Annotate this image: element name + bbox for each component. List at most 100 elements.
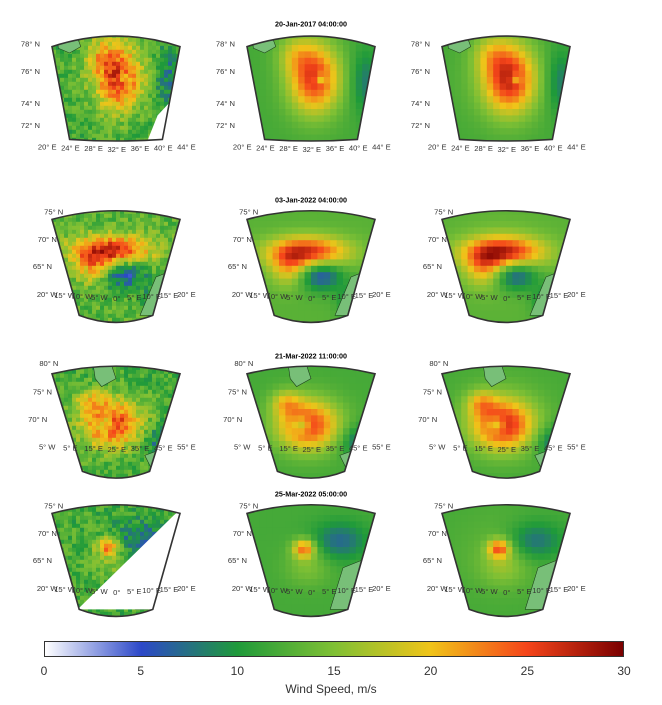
longitude-label: 20° E: [38, 142, 57, 151]
wind-cell: [116, 45, 121, 51]
wind-cell: [116, 137, 121, 141]
wind-cell: [168, 241, 173, 247]
wind-cell: [112, 77, 117, 83]
wind-cell: [96, 433, 101, 439]
wind-cell: [116, 273, 121, 279]
wind-cell: [88, 366, 93, 371]
wind-cell: [164, 366, 169, 371]
wind-cell: [152, 405, 157, 411]
wind-cell: [80, 293, 85, 299]
wind-cell: [72, 317, 77, 323]
wind-cell: [84, 97, 89, 103]
wind-cell: [298, 259, 306, 267]
wind-cell: [84, 241, 89, 247]
wind-cell: [140, 429, 145, 435]
wind-cell: [68, 229, 73, 235]
wind-cell: [474, 26, 481, 33]
wind-cell: [298, 102, 306, 110]
wind-cell: [160, 81, 165, 87]
wind-cell: [56, 113, 61, 119]
wind-cell: [480, 202, 487, 209]
wind-cell: [563, 121, 570, 129]
wind-cell: [116, 57, 121, 63]
wind-cell: [92, 301, 97, 307]
wind-cell: [525, 83, 533, 91]
wind-cell: [467, 246, 475, 254]
wind-cell: [64, 245, 69, 251]
wind-cell: [132, 366, 137, 367]
wind-cell: [124, 30, 128, 34]
wind-cell: [52, 305, 57, 311]
wind-cell: [311, 297, 318, 305]
wind-cell: [152, 81, 157, 87]
wind-cell: [60, 313, 65, 319]
wind-cell: [156, 461, 161, 467]
wind-cell: [148, 229, 153, 235]
wind-cell: [64, 241, 69, 247]
wind-cell: [368, 272, 375, 280]
wind-cell: [148, 202, 152, 206]
wind-cell: [148, 257, 153, 263]
wind-cell: [506, 45, 513, 52]
wind-cell: [493, 297, 501, 305]
wind-cell: [285, 70, 293, 78]
latitude-label: 76° N: [216, 67, 235, 76]
wind-cell: [100, 125, 105, 131]
wind-cell: [454, 121, 462, 129]
wind-cell: [291, 96, 299, 104]
wind-cell: [156, 369, 161, 375]
wind-cell: [64, 81, 69, 87]
wind-cell: [362, 377, 370, 384]
wind-cell: [84, 385, 89, 391]
wind-cell: [100, 317, 105, 323]
wind-cell: [152, 401, 157, 407]
wind-cell: [368, 366, 375, 372]
wind-cell: [132, 469, 137, 475]
wind-cell: [128, 433, 133, 439]
wind-cell: [148, 393, 153, 399]
wind-cell: [56, 249, 61, 255]
wind-cell: [168, 381, 173, 387]
wind-cell: [448, 36, 456, 40]
wind-cell: [148, 269, 153, 275]
wind-cell: [291, 134, 299, 141]
wind-cell: [518, 253, 526, 260]
wind-cell: [538, 83, 545, 91]
wind-cell: [120, 105, 125, 111]
wind-cell: [132, 81, 137, 87]
wind-cell: [168, 385, 173, 391]
wind-cell: [156, 73, 161, 79]
longitude-label: 10° E: [532, 292, 551, 301]
wind-cell: [253, 421, 261, 429]
wind-cell: [96, 445, 101, 451]
wind-cell: [461, 259, 469, 267]
wind-cell: [285, 434, 293, 442]
wind-cell: [132, 137, 137, 141]
wind-cell: [140, 397, 145, 403]
wind-cell: [368, 396, 375, 404]
wind-cell: [259, 402, 267, 410]
wind-cell: [140, 221, 145, 227]
wind-cell: [104, 45, 109, 51]
wind-cell: [172, 257, 177, 263]
wind-cell: [100, 293, 105, 299]
wind-cell: [176, 69, 180, 75]
wind-cell: [56, 401, 61, 407]
wind-cell: [168, 261, 173, 267]
wind-cell: [247, 428, 254, 436]
wind-cell: [172, 61, 177, 67]
wind-cell: [518, 221, 526, 228]
wind-cell: [148, 101, 153, 107]
wind-cell: [176, 93, 180, 99]
wind-cell: [355, 96, 363, 104]
wind-cell: [124, 73, 129, 79]
wind-cell: [298, 453, 306, 461]
wind-cell: [506, 121, 513, 129]
wind-cell: [550, 265, 558, 273]
wind-cell: [116, 61, 121, 67]
wind-cell: [330, 402, 338, 410]
wind-cell: [104, 89, 109, 95]
wind-cell: [291, 428, 299, 436]
wind-cell: [124, 373, 129, 379]
wind-cell: [112, 465, 117, 471]
